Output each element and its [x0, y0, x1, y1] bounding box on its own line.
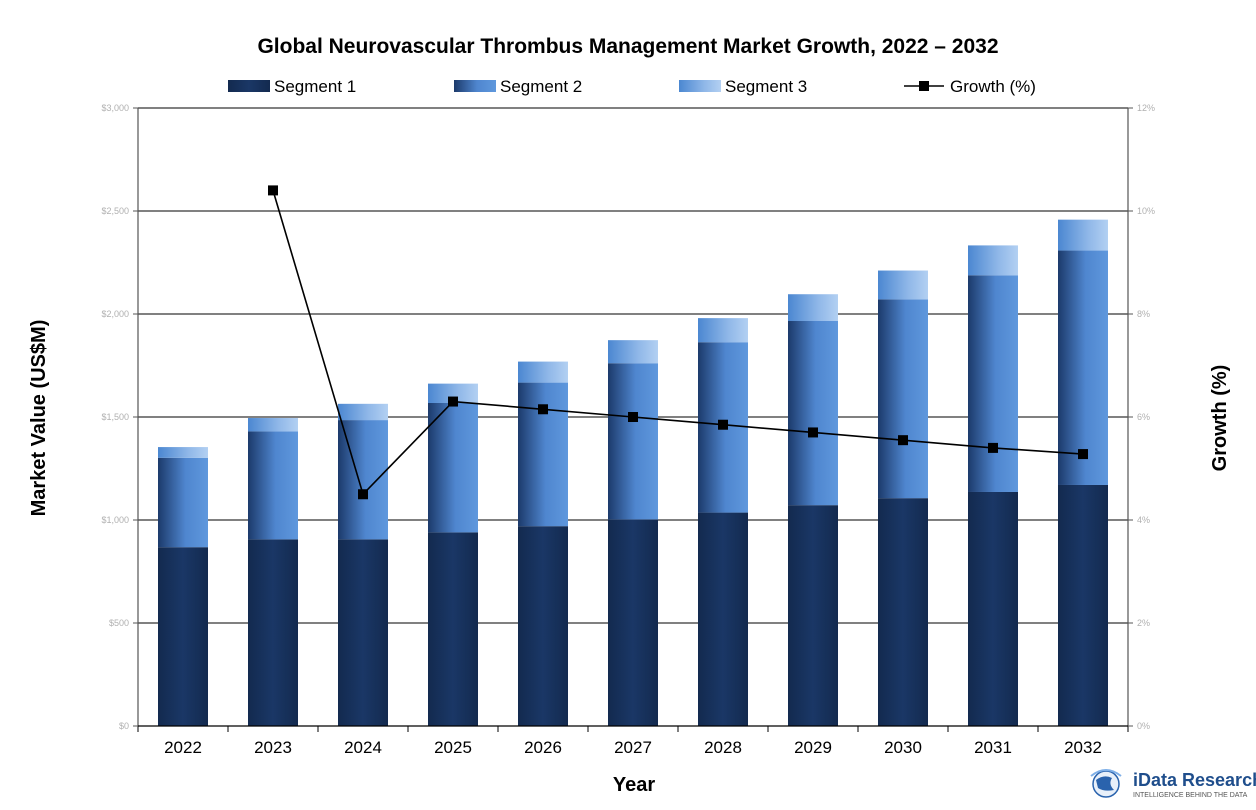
legend-marker-growth [919, 81, 929, 91]
legend-item-growth: Growth (%) [904, 77, 1036, 96]
x-tick-label: 2030 [884, 738, 922, 757]
y2-tick-label: 0% [1137, 721, 1150, 731]
growth-line-layer [268, 185, 1088, 500]
bar-segment-2 [518, 382, 568, 527]
bar-segment-2 [248, 431, 298, 540]
legend: Segment 1 Segment 2 Segment 3 Growth (%) [228, 77, 1036, 96]
growth-point [268, 185, 278, 196]
growth-point [718, 419, 728, 430]
legend-label-segment-3: Segment 3 [725, 77, 807, 96]
legend-swatch-segment-3 [679, 80, 721, 92]
y2-axis-title: Growth (%) [1209, 365, 1231, 472]
legend-item-segment-3: Segment 3 [679, 77, 807, 96]
legend-label-segment-1: Segment 1 [274, 77, 356, 96]
bar-segment-3 [518, 361, 568, 383]
logo-tagline: INTELLIGENCE BEHIND THE DATA [1133, 792, 1248, 799]
bar-segment-2 [1058, 250, 1108, 485]
x-tick-label: 2026 [524, 738, 562, 757]
x-tick-label: 2024 [344, 738, 382, 757]
bar-segment-3 [698, 318, 748, 343]
logo-name: iData Research [1133, 770, 1256, 790]
y2-tick-label: 6% [1137, 412, 1150, 422]
bar-segment-3 [788, 294, 838, 322]
bar-segment-2 [158, 457, 208, 548]
bar-segment-1 [968, 491, 1018, 726]
bar-segment-1 [158, 547, 208, 726]
y-axis-title: Market Value (US$M) [28, 320, 50, 517]
y2-tick-label: 4% [1137, 515, 1150, 525]
x-tick-label: 2032 [1064, 738, 1102, 757]
x-tick-label: 2031 [974, 738, 1012, 757]
bar-segment-3 [878, 270, 928, 300]
x-tick-label: 2027 [614, 738, 652, 757]
x-tick-label: 2029 [794, 738, 832, 757]
bar-segment-3 [248, 418, 298, 432]
x-tick-label: 2022 [164, 738, 202, 757]
y-tick-label: $3,000 [101, 103, 129, 113]
legend-label-growth: Growth (%) [950, 77, 1036, 96]
legend-item-segment-1: Segment 1 [228, 77, 356, 96]
tick-labels: 2022 2023 2024 2025 2026 2027 2028 2029 2030 2031… [101, 103, 1155, 757]
bar-segment-1 [608, 519, 658, 726]
y2-tick-label: 2% [1137, 618, 1150, 628]
legend-label-segment-2: Segment 2 [500, 77, 582, 96]
growth-point [538, 404, 548, 415]
legend-swatch-segment-1 [228, 80, 270, 92]
growth-point [1078, 449, 1088, 460]
y2-tick-label: 10% [1137, 206, 1155, 216]
bar-segment-2 [428, 402, 478, 533]
bar-segment-2 [968, 275, 1018, 492]
x-tick-label: 2025 [434, 738, 472, 757]
bar-segment-2 [788, 321, 838, 506]
bars [158, 219, 1108, 726]
bar-segment-1 [428, 532, 478, 726]
growth-point [898, 435, 908, 446]
x-axis-title: Year [613, 774, 655, 796]
growth-point [358, 489, 368, 500]
axes [133, 107, 1133, 732]
bar-segment-3 [968, 245, 1018, 276]
bar-segment-1 [338, 539, 388, 726]
bar-segment-2 [878, 299, 928, 499]
growth-point [448, 396, 458, 407]
idata-logo: iData Research INTELLIGENCE BEHIND THE D… [1090, 769, 1256, 799]
legend-item-segment-2: Segment 2 [454, 77, 582, 96]
bar-segment-3 [338, 403, 388, 421]
growth-point [808, 427, 818, 438]
y-tick-label: $2,500 [101, 206, 129, 216]
bar-segment-3 [428, 383, 478, 403]
bar-segment-2 [608, 363, 658, 520]
growth-line [272, 190, 1084, 496]
bar-segment-3 [608, 340, 658, 364]
growth-point [628, 412, 638, 422]
bar-segment-3 [1058, 219, 1108, 251]
bar-segment-1 [878, 498, 928, 726]
y-tick-label: $1,500 [101, 412, 129, 422]
y2-tick-label: 12% [1137, 103, 1155, 113]
y-tick-label: $500 [109, 618, 129, 628]
y-tick-label: $0 [119, 721, 129, 731]
chart-title: Global Neurovascular Thrombus Management… [257, 35, 998, 58]
bar-segment-1 [518, 526, 568, 726]
y2-tick-label: 8% [1137, 309, 1150, 319]
bar-segment-1 [788, 505, 838, 726]
bar-segment-1 [248, 539, 298, 726]
x-tick-label: 2028 [704, 738, 742, 757]
bar-segment-3 [158, 447, 208, 458]
x-tick-label: 2023 [254, 738, 292, 757]
y-tick-label: $2,000 [101, 309, 129, 319]
growth-point [988, 442, 998, 453]
bar-segment-1 [1058, 484, 1108, 726]
y-tick-label: $1,000 [101, 515, 129, 525]
bar-segment-1 [698, 512, 748, 726]
legend-swatch-segment-2 [454, 80, 496, 92]
globe-icon [1090, 769, 1122, 798]
